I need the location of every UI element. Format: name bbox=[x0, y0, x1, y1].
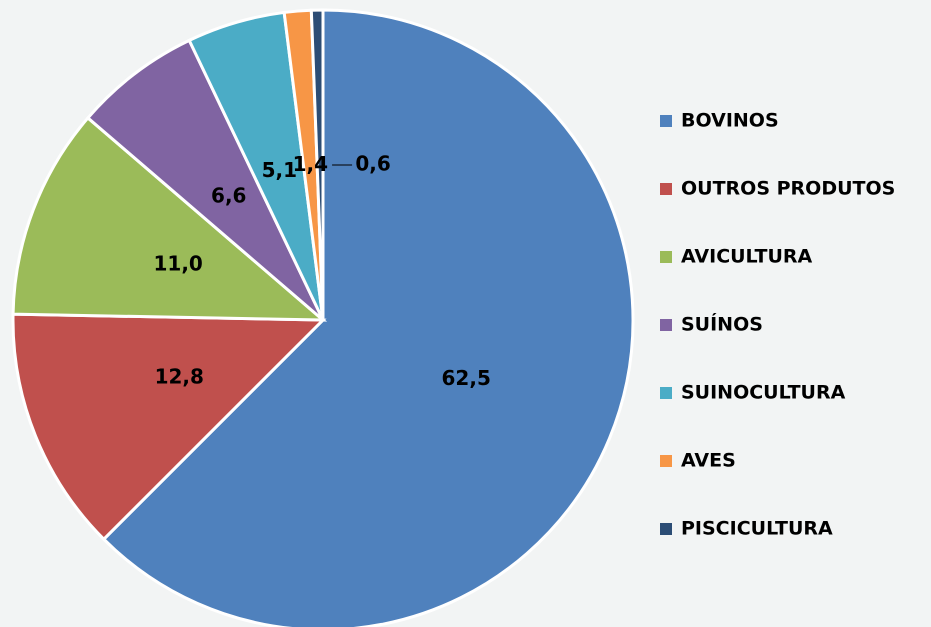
legend-label: AVES bbox=[681, 450, 736, 472]
legend-swatch bbox=[660, 319, 672, 331]
slice bbox=[11, 115, 328, 322]
data-label: 6,6 bbox=[211, 183, 246, 207]
legend-swatch bbox=[660, 523, 672, 535]
legend-label: BOVINOS bbox=[681, 110, 779, 132]
data-label: 11,0 bbox=[153, 251, 202, 275]
data-label: 1,4 bbox=[293, 152, 328, 176]
legend-label: PISCICULTURA bbox=[681, 518, 833, 540]
legend-swatch bbox=[660, 455, 672, 467]
legend-swatch bbox=[660, 387, 672, 399]
pie bbox=[11, 8, 635, 627]
data-labels: 62,5 12,8 11,0 6,6 5,11,4 0,6 bbox=[153, 152, 490, 390]
slice bbox=[309, 8, 325, 321]
data-label: 62,5 bbox=[442, 366, 491, 390]
legend-swatch bbox=[660, 183, 672, 195]
legend-label: SUÍNOS bbox=[681, 313, 763, 336]
legend-label: OUTROS PRODUTOS bbox=[681, 178, 895, 200]
legend: BOVINOS OUTROS PRODUTOS AVICULTURA SUÍNOS SU… bbox=[660, 110, 895, 540]
legend-label: SUINOCULTURA bbox=[681, 382, 846, 404]
data-label: 0,6 bbox=[355, 152, 390, 176]
legend-label: AVICULTURA bbox=[681, 246, 813, 268]
slice bbox=[85, 38, 325, 322]
data-label: 5,1 bbox=[262, 158, 297, 182]
data-label: 12,8 bbox=[155, 364, 204, 388]
legend-swatch bbox=[660, 251, 672, 263]
slice bbox=[11, 312, 327, 542]
legend-swatch bbox=[660, 115, 672, 127]
slice bbox=[101, 8, 635, 627]
